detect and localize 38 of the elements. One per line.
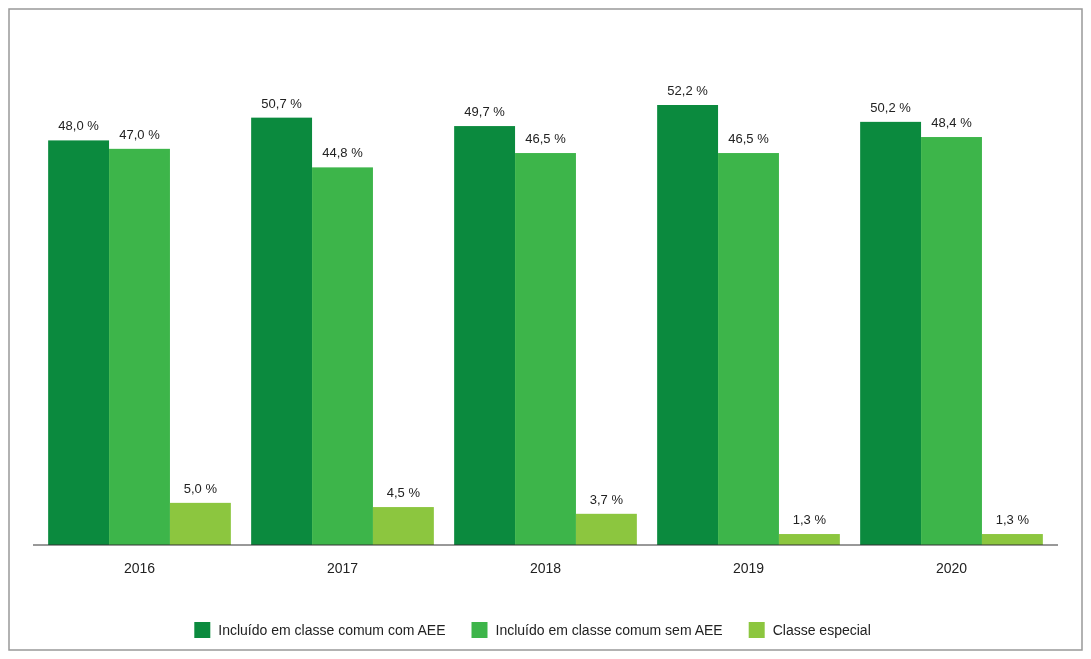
x-tick-label: 2017 (326, 560, 359, 576)
x-tick-label: 2016 (123, 560, 156, 576)
bar (251, 117, 313, 545)
data-label: 50,7 % (261, 95, 303, 111)
data-label: 4,5 % (386, 485, 421, 501)
data-label: 50,2 % (870, 99, 912, 115)
data-label: 48,0 % (58, 118, 100, 134)
x-tick-label: 2020 (935, 560, 968, 576)
data-label: 44,8 % (322, 145, 364, 161)
bar (454, 126, 516, 545)
data-label: 48,4 % (931, 115, 973, 131)
bar (575, 513, 637, 545)
x-tick-label: 2018 (529, 560, 562, 576)
data-label: 52,2 % (667, 83, 709, 98)
bar (860, 121, 922, 545)
bar (312, 167, 373, 545)
bar (109, 148, 170, 545)
bar (657, 105, 719, 545)
bar (921, 137, 982, 545)
data-label: 1,3 % (792, 512, 827, 528)
bar (169, 502, 231, 545)
bar (718, 153, 779, 545)
data-label: 1,3 % (995, 512, 1030, 528)
data-label: 49,7 % (464, 104, 506, 120)
data-label: 47,0 % (119, 126, 161, 142)
x-tick-label: 2019 (732, 560, 765, 576)
bar (778, 534, 840, 545)
bar (372, 507, 434, 545)
data-label: 46,5 % (728, 131, 770, 147)
bar (48, 140, 110, 545)
legend-label: Incluído em classe comum sem AEE (495, 622, 723, 638)
bar (515, 153, 576, 545)
bar (981, 534, 1043, 545)
data-label: 46,5 % (525, 131, 567, 147)
data-label: 3,7 % (589, 491, 624, 507)
legend-label: Incluído em classe comum com AEE (218, 622, 446, 638)
data-label: 5,0 % (183, 480, 218, 496)
legend-label: Classe especial (772, 622, 871, 638)
